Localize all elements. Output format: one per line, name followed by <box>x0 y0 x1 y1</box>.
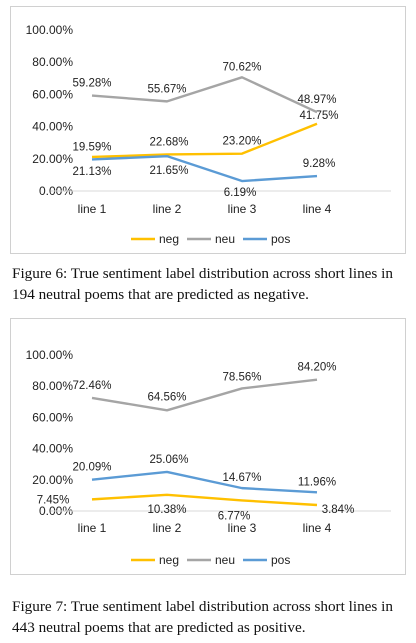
legend-label-neu: neu <box>215 553 235 567</box>
data-label-pos: 9.28% <box>303 158 336 170</box>
y-tick-label: 40.00% <box>32 442 73 456</box>
figure-7-line-chart: 0.00%20.00%40.00%60.00%80.00%100.00%line… <box>26 348 391 567</box>
figure-6-chart-panel: 0.00% 20.00% 40.00% 60.00% 80.00% 100.00% line… <box>10 6 406 254</box>
data-label-neg: 23.20% <box>222 136 261 148</box>
x-tick-label: line 1 <box>78 202 107 216</box>
y-tick-label: 100.00% <box>26 348 74 362</box>
legend-label-pos: pos <box>271 553 290 567</box>
x-tick-label: line 1 <box>78 521 107 535</box>
x-tick-label: line 4 <box>303 202 332 216</box>
figure-6-line-chart: 0.00%20.00%40.00%60.00%80.00%100.00%line… <box>26 23 391 246</box>
data-label-neu: 78.56% <box>222 371 261 383</box>
data-label-pos: 25.06% <box>149 454 188 466</box>
data-label-neu: 84.20% <box>297 362 336 374</box>
data-label-pos: 19.59% <box>72 141 111 153</box>
y-tick-label: 20.00% <box>32 473 73 487</box>
data-label-neu: 55.67% <box>147 83 186 95</box>
x-tick-label: line 3 <box>228 202 257 216</box>
y-tick-label: 100.00% <box>26 23 74 37</box>
data-label-pos: 6.19% <box>224 187 257 199</box>
data-label-neu: 70.62% <box>222 61 261 73</box>
data-label-neg: 21.13% <box>72 166 111 178</box>
y-tick-label: 40.00% <box>32 120 73 134</box>
y-tick-label: 80.00% <box>32 379 73 393</box>
data-label-neg: 41.75% <box>299 110 338 122</box>
series-line-neg <box>91 493 318 507</box>
x-tick-label: line 3 <box>228 521 257 535</box>
series-line-neu <box>91 76 318 114</box>
data-label-neu: 59.28% <box>72 78 111 90</box>
y-tick-label: 60.00% <box>32 410 73 424</box>
data-label-neu: 48.97% <box>297 94 336 106</box>
legend-label-neg: neg <box>159 553 179 567</box>
data-label-neg: 10.38% <box>147 504 186 516</box>
data-label-neg: 3.84% <box>322 504 355 516</box>
figure-7-caption: Figure 7: True sentiment label distribut… <box>12 598 393 636</box>
legend-label-neu: neu <box>215 232 235 246</box>
data-label-neu: 72.46% <box>72 380 111 392</box>
figure-6-caption: Figure 6: True sentiment label distribut… <box>12 265 393 303</box>
legend-label-pos: pos <box>271 232 290 246</box>
data-label-pos: 14.67% <box>222 472 261 484</box>
x-tick-label: line 2 <box>153 521 182 535</box>
series-line-pos <box>91 154 318 183</box>
data-label-pos: 20.09% <box>72 462 111 474</box>
y-tick-label: 60.00% <box>32 87 73 101</box>
series-line-neg <box>91 122 318 159</box>
legend-label-neg: neg <box>159 232 179 246</box>
y-tick-label: 20.00% <box>32 152 73 166</box>
figure-7-chart-panel: 0.00% 20.00% 40.00% 60.00% 80.00% 100.00% line… <box>10 318 406 575</box>
data-label-neg: 22.68% <box>149 136 188 148</box>
data-label-neg: 6.77% <box>218 510 251 522</box>
series-line-neu <box>91 378 318 412</box>
data-label-neg: 7.45% <box>37 494 70 506</box>
data-label-neu: 64.56% <box>147 391 186 403</box>
x-tick-label: line 4 <box>303 521 332 535</box>
data-label-pos: 21.65% <box>149 165 188 177</box>
series-line-pos <box>91 470 318 494</box>
data-label-pos: 11.96% <box>298 476 336 488</box>
y-tick-label: 80.00% <box>32 55 73 69</box>
x-tick-label: line 2 <box>153 202 182 216</box>
